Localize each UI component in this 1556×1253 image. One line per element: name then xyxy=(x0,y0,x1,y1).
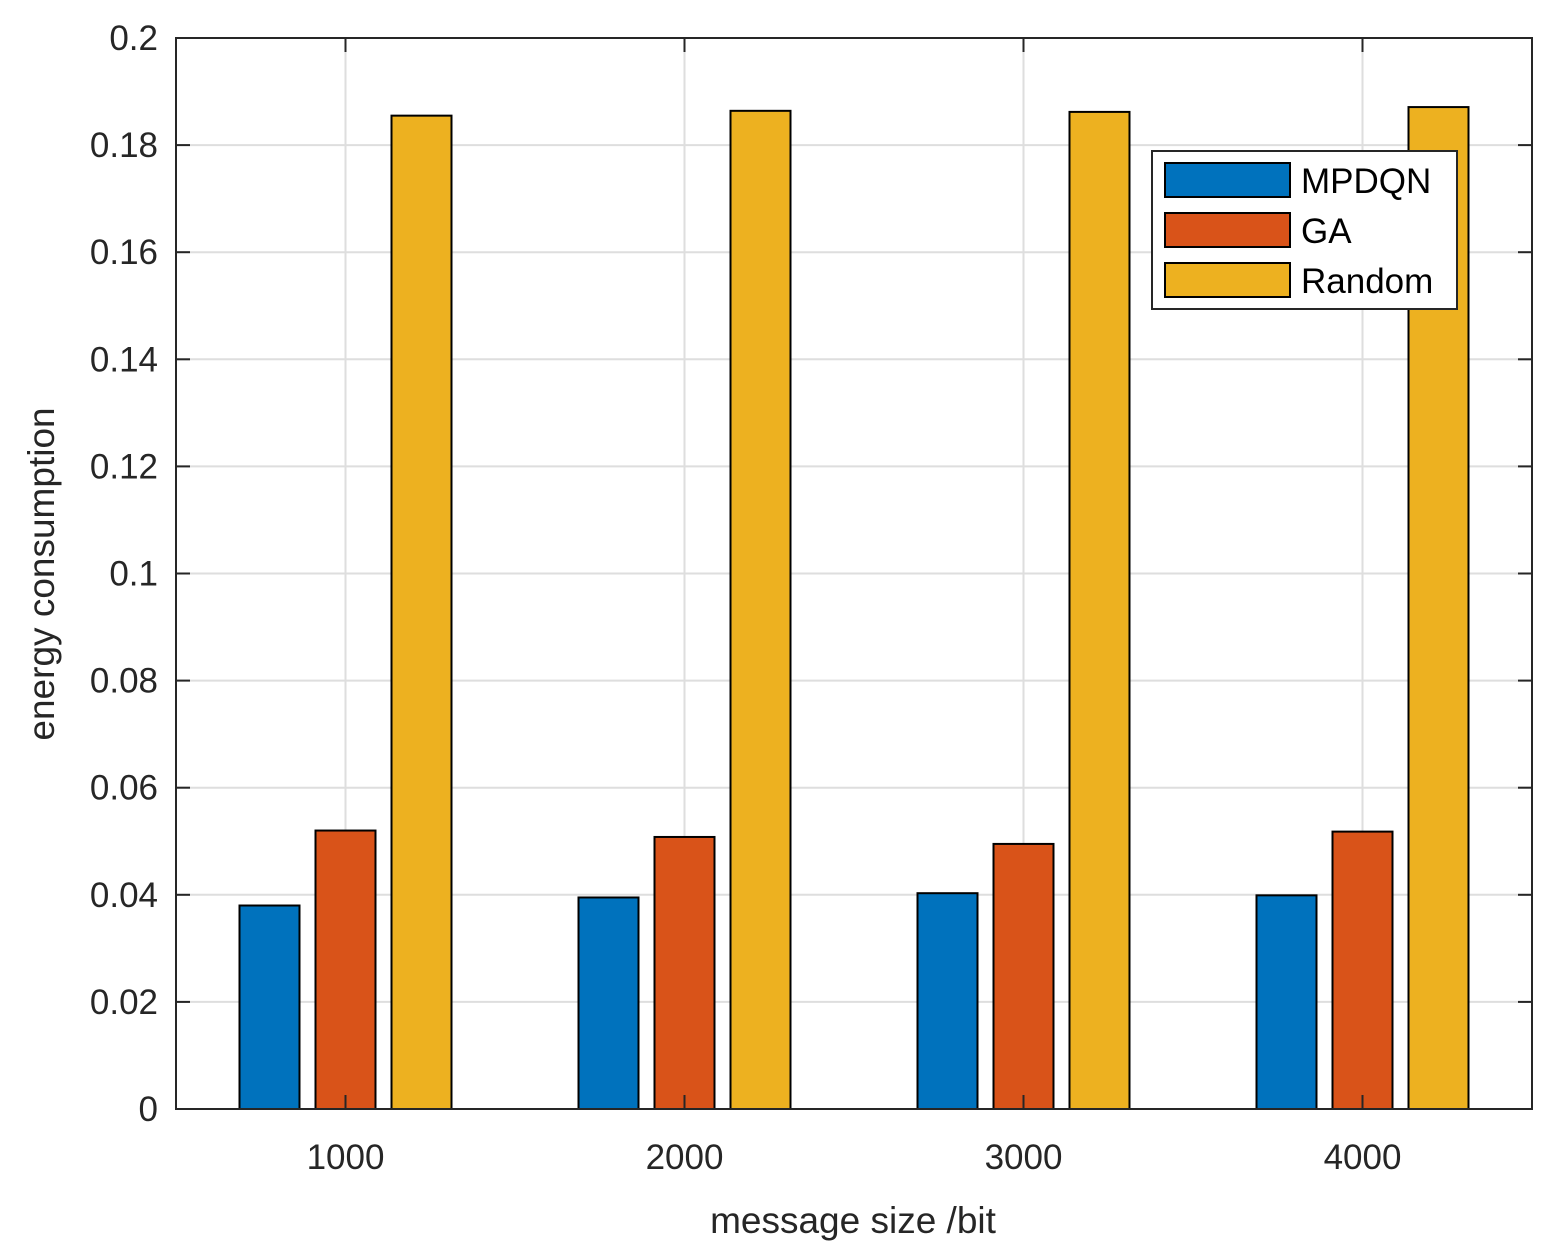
x-tick-label: 3000 xyxy=(985,1138,1063,1177)
x-tick-label: 2000 xyxy=(646,1138,724,1177)
legend-swatch-mpdqn xyxy=(1164,162,1291,198)
x-tick-label: 4000 xyxy=(1324,1138,1402,1177)
tick-marks xyxy=(176,37,1532,1110)
bar-ga-2000 xyxy=(653,835,716,1110)
bars-group xyxy=(238,106,1470,1111)
bar-ga-1000 xyxy=(314,829,377,1110)
bar-random-3000 xyxy=(1068,110,1131,1111)
y-tick-label: 0.04 xyxy=(90,876,158,915)
y-tick-labels: 0 0.02 0.04 0.06 0.08 0.1 0.12 0.14 0.16 0.18 0.2 xyxy=(90,19,158,1129)
y-axis-label: energy consumption xyxy=(21,407,62,740)
legend-label-ga: GA xyxy=(1301,212,1352,251)
x-tick-labels: 1000 2000 3000 4000 xyxy=(307,1138,1402,1177)
legend-label-mpdqn: MPDQN xyxy=(1301,162,1431,201)
y-tick-label: 0.06 xyxy=(90,769,158,808)
legend-label-random: Random xyxy=(1301,262,1433,301)
y-tick-label: 0.12 xyxy=(90,447,158,486)
bar-mpdqn-1000 xyxy=(238,904,301,1111)
bar-mpdqn-3000 xyxy=(916,892,979,1110)
bar-random-1000 xyxy=(390,114,453,1110)
x-axis-label: message size /bit xyxy=(710,1200,997,1241)
y-tick-label: 0.02 xyxy=(90,983,158,1022)
y-tick-label: 0.14 xyxy=(90,340,158,379)
x-tick-label: 1000 xyxy=(307,1138,385,1177)
bar-mpdqn-2000 xyxy=(577,896,640,1110)
bar-random-2000 xyxy=(729,109,792,1110)
y-tick-label: 0.08 xyxy=(90,662,158,701)
bar-ga-3000 xyxy=(992,842,1055,1110)
legend: MPDQN GA Random xyxy=(1151,150,1458,310)
y-tick-label: 0.16 xyxy=(90,233,158,272)
y-tick-label: 0.2 xyxy=(109,19,158,58)
y-tick-label: 0.18 xyxy=(90,126,158,165)
legend-swatch-random xyxy=(1164,262,1291,298)
y-tick-label: 0 xyxy=(139,1090,158,1129)
bar-mpdqn-4000 xyxy=(1255,894,1318,1111)
legend-swatch-ga xyxy=(1164,212,1291,248)
bar-ga-4000 xyxy=(1331,830,1394,1111)
y-tick-label: 0.1 xyxy=(109,555,158,594)
